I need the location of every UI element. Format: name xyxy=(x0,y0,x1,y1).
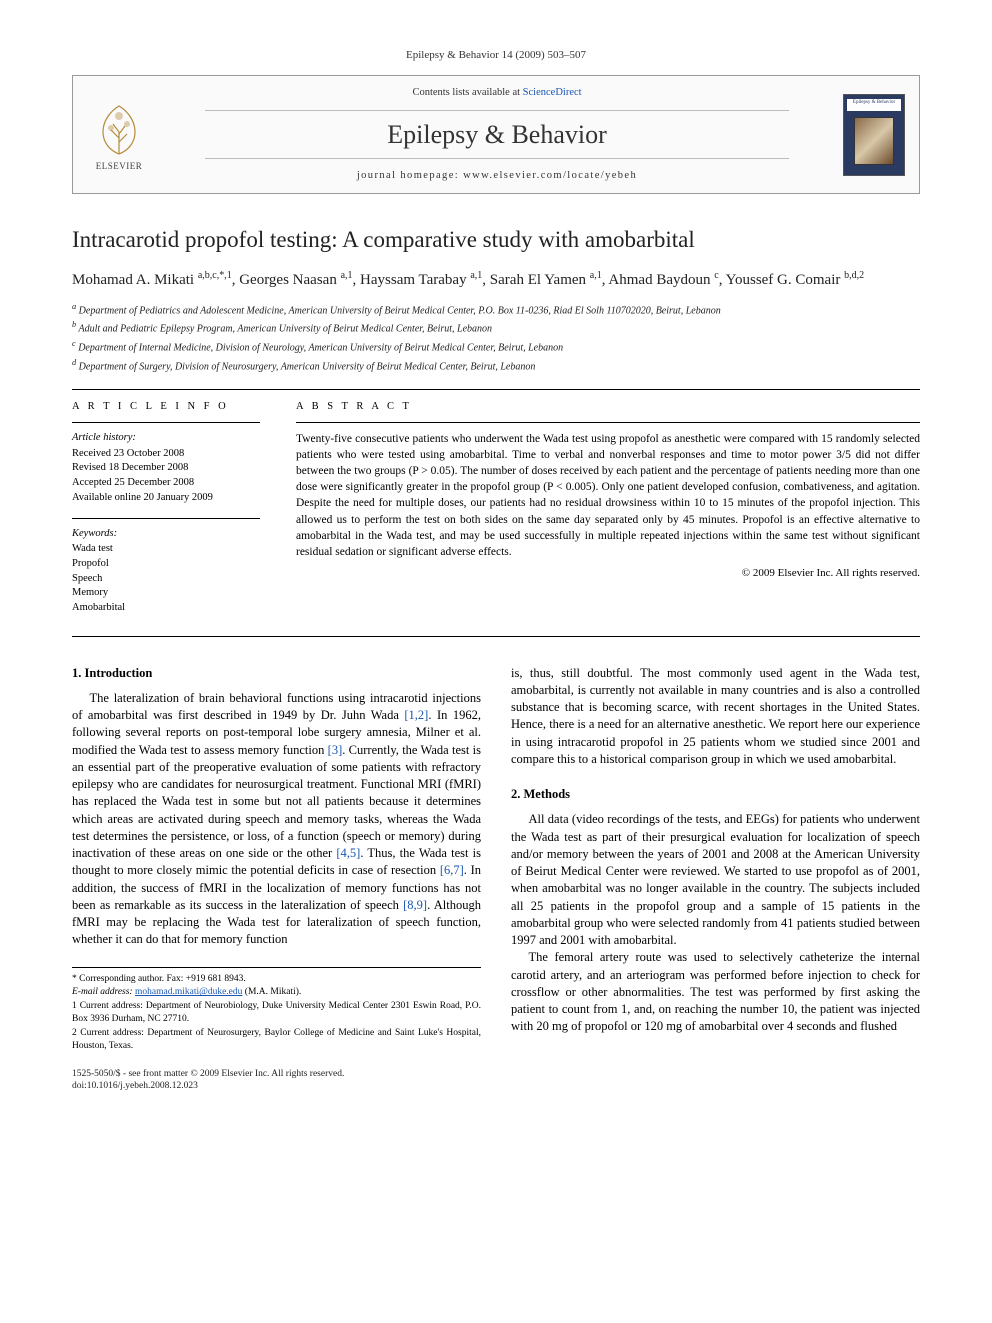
bottom-matter: 1525-5050/$ - see front matter © 2009 El… xyxy=(72,1068,920,1093)
abstract-divider xyxy=(296,422,920,423)
affiliations: a Department of Pediatrics and Adolescen… xyxy=(72,301,920,375)
keyword: Amobarbital xyxy=(72,601,260,616)
keyword: Speech xyxy=(72,572,260,587)
ref-link[interactable]: [8,9] xyxy=(403,898,427,912)
elsevier-label: ELSEVIER xyxy=(96,160,143,172)
affiliation-item: d Department of Surgery, Division of Neu… xyxy=(72,357,920,375)
contents-prefix: Contents lists available at xyxy=(412,87,522,98)
intro-continued: is, thus, still doubtful. The most commo… xyxy=(511,665,920,769)
footnote-2: 2 Current address: Department of Neurosu… xyxy=(72,1027,481,1053)
journal-ref-line: Epilepsy & Behavior 14 (2009) 503–507 xyxy=(72,48,920,63)
cover-title: Epilepsy & Behavior xyxy=(847,99,901,111)
journal-name: Epilepsy & Behavior xyxy=(205,110,789,159)
keyword: Memory xyxy=(72,586,260,601)
sciencedirect-link[interactable]: ScienceDirect xyxy=(523,87,582,98)
history-label: Article history: xyxy=(72,431,260,446)
journal-cover-thumb[interactable]: Epilepsy & Behavior xyxy=(843,94,905,176)
history-item: Revised 18 December 2008 xyxy=(72,461,260,476)
keyword: Wada test xyxy=(72,542,260,557)
abstract-copyright: © 2009 Elsevier Inc. All rights reserved… xyxy=(296,566,920,581)
keywords-label: Keywords: xyxy=(72,527,260,542)
keywords: Keywords: Wada test Propofol Speech Memo… xyxy=(72,527,260,616)
methods-p2: The femoral artery route was used to sel… xyxy=(511,949,920,1035)
corresponding-note: * Corresponding author. Fax: +919 681 89… xyxy=(72,973,481,986)
article-info: A R T I C L E I N F O Article history: R… xyxy=(72,400,260,628)
email-link[interactable]: mohamad.mikati@duke.edu xyxy=(135,987,242,997)
text: . Currently, the Wada test is an essenti… xyxy=(72,743,481,861)
history-item: Available online 20 January 2009 xyxy=(72,491,260,506)
ref-link[interactable]: [1,2] xyxy=(404,708,428,722)
history-item: Accepted 25 December 2008 xyxy=(72,476,260,491)
info-head: A R T I C L E I N F O xyxy=(72,400,260,414)
elsevier-tree-icon xyxy=(89,102,149,158)
page: Epilepsy & Behavior 14 (2009) 503–507 EL… xyxy=(0,0,992,1132)
elsevier-logo[interactable]: ELSEVIER xyxy=(87,97,151,173)
abstract-text: Twenty-five consecutive patients who und… xyxy=(296,431,920,560)
ref-link[interactable]: [3] xyxy=(328,743,343,757)
affiliation-item: a Department of Pediatrics and Adolescen… xyxy=(72,301,920,319)
article-history: Article history: Received 23 October 200… xyxy=(72,431,260,505)
doi-line: doi:10.1016/j.yebeh.2008.12.023 xyxy=(72,1080,920,1092)
journal-homepage: journal homepage: www.elsevier.com/locat… xyxy=(165,169,829,183)
header-center: Contents lists available at ScienceDirec… xyxy=(165,86,829,183)
ref-link[interactable]: [4,5] xyxy=(336,846,360,860)
methods-p1: All data (video recordings of the tests,… xyxy=(511,811,920,949)
homepage-url[interactable]: www.elsevier.com/locate/yebeh xyxy=(463,170,637,181)
journal-header: ELSEVIER Contents lists available at Sci… xyxy=(72,75,920,194)
body-columns: 1. Introduction The lateralization of br… xyxy=(72,665,920,1054)
email-suffix: (M.A. Mikati). xyxy=(242,987,301,997)
info-divider-1 xyxy=(72,422,260,423)
abstract: A B S T R A C T Twenty-five consecutive … xyxy=(296,400,920,628)
history-item: Received 23 October 2008 xyxy=(72,447,260,462)
column-left: 1. Introduction The lateralization of br… xyxy=(72,665,481,1054)
info-divider-2 xyxy=(72,518,260,519)
email-line: E-mail address: mohamad.mikati@duke.edu … xyxy=(72,986,481,999)
keyword: Propofol xyxy=(72,557,260,572)
divider-top xyxy=(72,389,920,390)
column-right: is, thus, still doubtful. The most commo… xyxy=(511,665,920,1054)
contents-line: Contents lists available at ScienceDirec… xyxy=(165,86,829,100)
intro-paragraph: The lateralization of brain behavioral f… xyxy=(72,690,481,949)
section-1-head: 1. Introduction xyxy=(72,665,481,682)
divider-bottom xyxy=(72,636,920,637)
footnotes: * Corresponding author. Fax: +919 681 89… xyxy=(72,967,481,1053)
info-abstract-row: A R T I C L E I N F O Article history: R… xyxy=(72,400,920,628)
abstract-head: A B S T R A C T xyxy=(296,400,920,414)
article-title: Intracarotid propofol testing: A compara… xyxy=(72,224,920,255)
front-matter-line: 1525-5050/$ - see front matter © 2009 El… xyxy=(72,1068,920,1080)
affiliation-item: c Department of Internal Medicine, Divis… xyxy=(72,338,920,356)
cover-art xyxy=(854,117,894,165)
authors: Mohamad A. Mikati a,b,c,*,1, Georges Naa… xyxy=(72,269,920,290)
email-label: E-mail address: xyxy=(72,987,135,997)
footnote-1: 1 Current address: Department of Neurobi… xyxy=(72,1000,481,1026)
section-2-head: 2. Methods xyxy=(511,786,920,803)
homepage-prefix: journal homepage: xyxy=(357,170,463,181)
affiliation-item: b Adult and Pediatric Epilepsy Program, … xyxy=(72,319,920,337)
ref-link[interactable]: [6,7] xyxy=(440,863,464,877)
